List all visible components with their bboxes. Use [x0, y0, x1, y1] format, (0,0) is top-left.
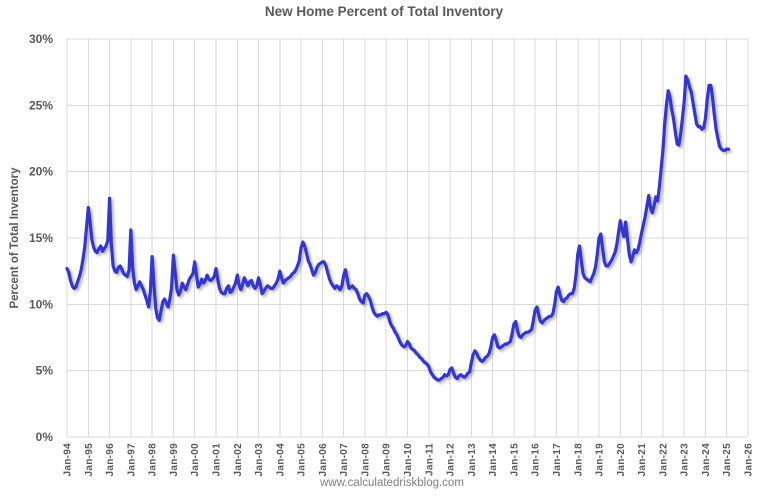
- x-tick-label: Jan-05: [297, 443, 308, 477]
- y-tick-label: 5%: [36, 364, 54, 378]
- x-tick-label: Jan-16: [531, 443, 542, 477]
- footer-url: www.calculatedriskblog.com: [320, 477, 464, 489]
- x-tick-label: Jan-96: [105, 443, 116, 477]
- gridlines: [66, 38, 749, 438]
- y-tick-label: 30%: [29, 32, 53, 46]
- x-tick-label: Jan-02: [233, 443, 244, 477]
- x-tick-label: Jan-04: [275, 443, 286, 477]
- x-tick-label: Jan-15: [509, 443, 520, 477]
- x-tick-label: Jan-17: [552, 443, 563, 477]
- x-tick-label: Jan-08: [360, 443, 371, 477]
- x-tick-label: Jan-22: [658, 443, 669, 477]
- x-axis-labels: Jan-94 Jan-95 Jan-96 Jan-97 Jan-98 Jan-99 Jan-…: [63, 443, 755, 477]
- chart-title: New Home Percent of Total Inventory: [264, 4, 504, 19]
- x-tick-label: Jan-09: [382, 443, 393, 477]
- y-tick-label: 15%: [29, 231, 53, 245]
- x-tick-label: Jan-99: [169, 443, 180, 477]
- y-tick-label: 25%: [29, 98, 53, 112]
- x-tick-label: Jan-01: [212, 443, 223, 477]
- x-tick-label: Jan-13: [467, 443, 478, 477]
- x-tick-label: Jan-06: [318, 443, 329, 477]
- x-tick-label: Jan-00: [190, 443, 201, 477]
- x-tick-label: Jan-10: [403, 443, 414, 477]
- x-tick-label: Jan-07: [339, 443, 350, 477]
- x-tick-label: Jan-20: [616, 443, 627, 477]
- x-tick-label: Jan-14: [488, 443, 499, 477]
- x-tick-label: Jan-19: [595, 443, 606, 477]
- x-tick-label: Jan-21: [637, 443, 648, 477]
- x-tick-label: Jan-26: [744, 443, 755, 477]
- x-tick-label: Jan-95: [84, 443, 95, 477]
- x-tick-label: Jan-11: [424, 443, 435, 476]
- y-axis-labels: 0% 5% 10% 15% 20% 25% 30%: [29, 32, 53, 444]
- x-tick-label: Jan-24: [701, 443, 712, 477]
- data-line-new-home-percent: [65, 74, 731, 382]
- x-tick-label: Jan-23: [680, 443, 691, 477]
- x-tick-label: Jan-97: [126, 443, 137, 477]
- x-tick-label: Jan-18: [573, 443, 584, 477]
- x-tick-label: Jan-12: [446, 443, 457, 477]
- y-tick-label: 0%: [36, 430, 54, 444]
- x-tick-label: Jan-03: [254, 443, 265, 477]
- x-tick-label: Jan-25: [722, 443, 733, 477]
- y-tick-label: 20%: [29, 165, 53, 179]
- x-tick-label: Jan-94: [63, 443, 74, 477]
- y-tick-label: 10%: [29, 297, 53, 311]
- x-tick-label: Jan-98: [148, 443, 159, 477]
